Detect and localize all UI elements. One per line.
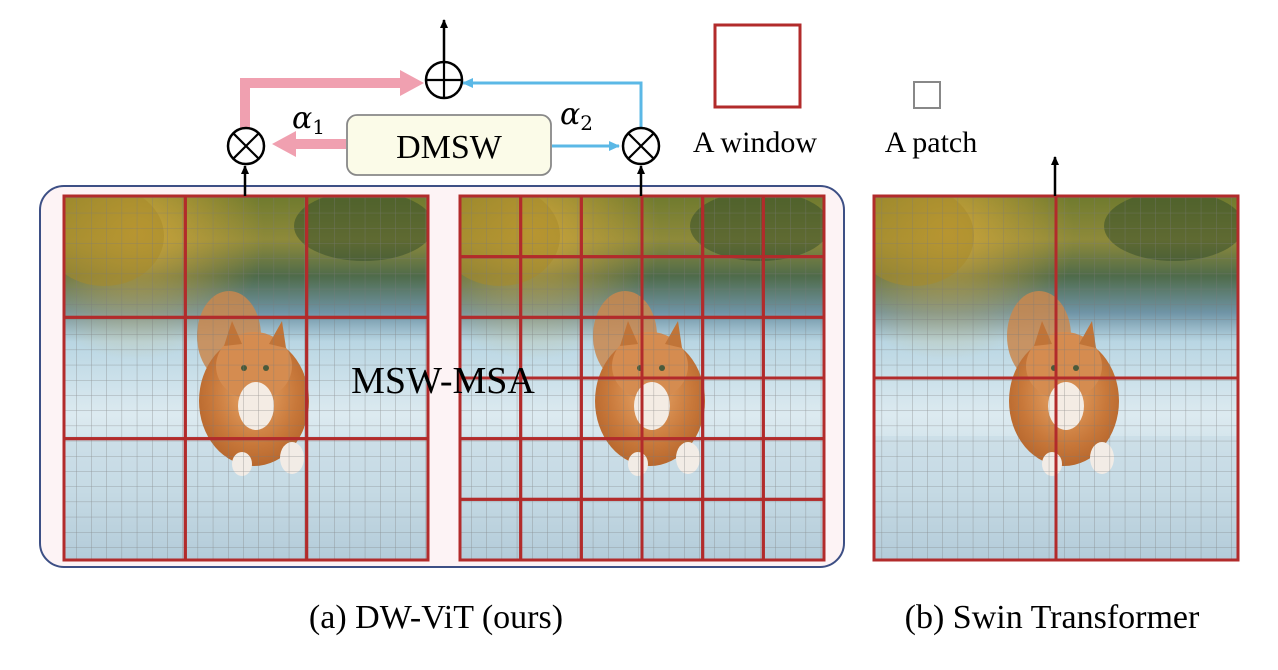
window-legend-label: A window xyxy=(693,126,818,159)
branch2-arrow xyxy=(462,78,643,151)
window-cell xyxy=(761,497,826,562)
middle-image-panel xyxy=(458,194,826,562)
middle-window-grid xyxy=(458,194,826,562)
alpha1-label: α1 xyxy=(292,101,325,139)
dmsw-module: DMSW xyxy=(346,114,552,176)
dmsw-label: DMSW xyxy=(396,129,503,166)
patch-legend-icon xyxy=(913,81,941,109)
window-cell xyxy=(305,437,430,562)
branch1-arrow xyxy=(240,70,424,157)
alpha2-label: α2 xyxy=(560,97,593,135)
left-window-grid xyxy=(62,194,430,562)
msw-msa-label: MSW-MSA xyxy=(351,360,535,402)
multiply-node-2 xyxy=(621,126,661,166)
patch-legend-label: A patch xyxy=(885,126,977,159)
window-cell xyxy=(1054,376,1240,562)
swin-window-grid xyxy=(872,194,1240,562)
add-node xyxy=(424,60,464,100)
window-legend-icon xyxy=(713,23,802,109)
caption-a: (a) DW-ViT (ours) xyxy=(309,599,563,636)
caption-b: (b) Swin Transformer xyxy=(905,599,1200,636)
left-image-panel xyxy=(62,194,430,562)
swin-image-panel xyxy=(872,194,1240,562)
multiply-node-1 xyxy=(226,126,266,166)
